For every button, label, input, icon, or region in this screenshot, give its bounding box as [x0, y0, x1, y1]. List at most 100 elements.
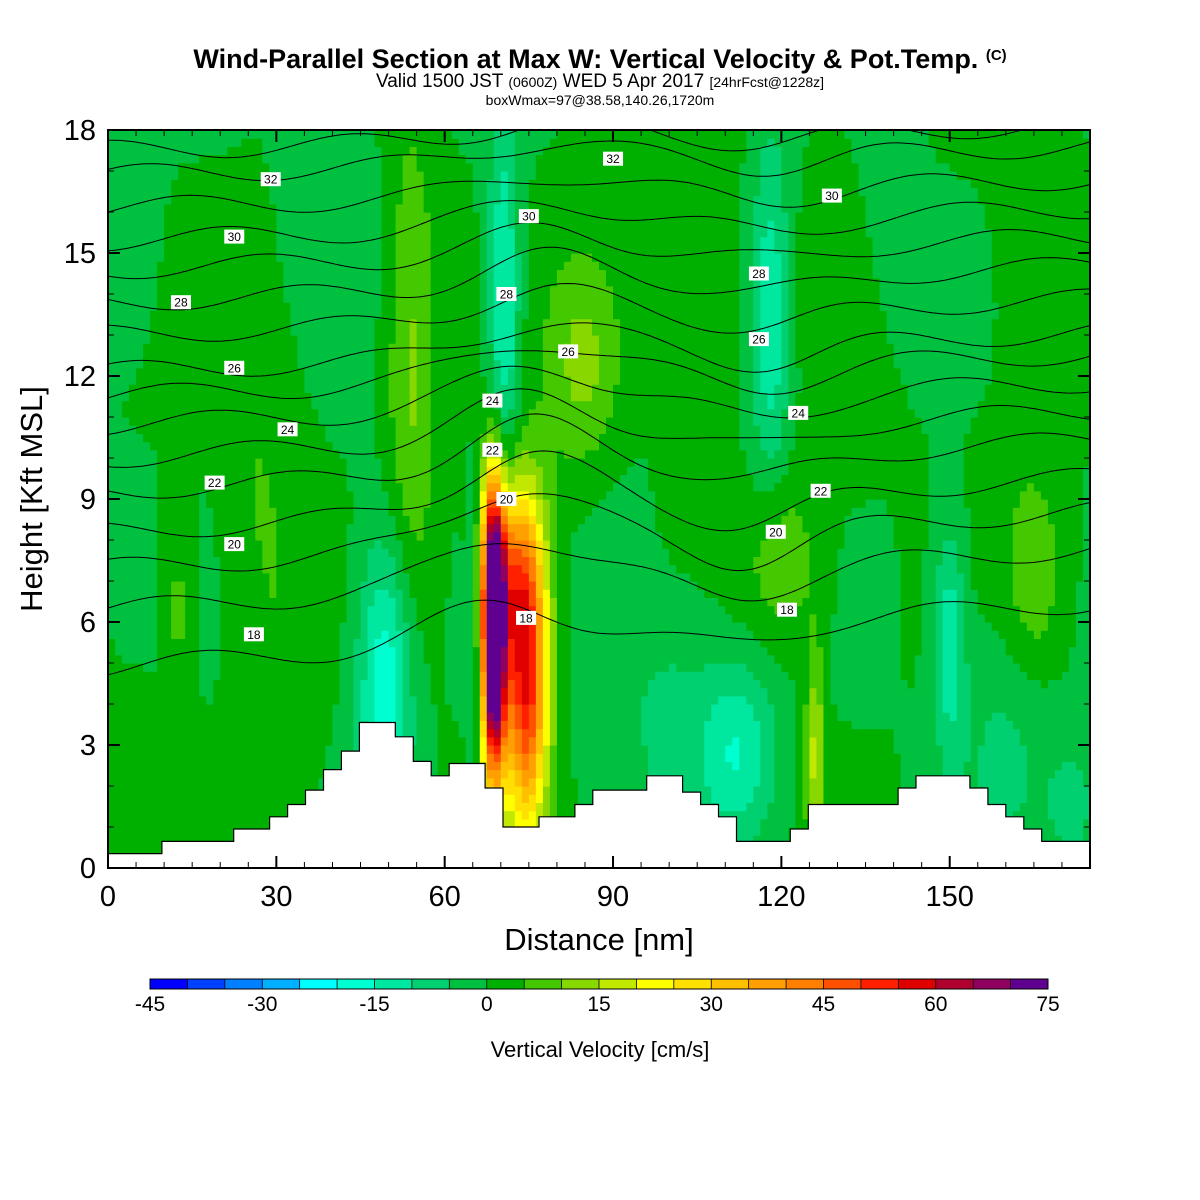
- w-cell: [311, 679, 320, 689]
- w-cell: [220, 154, 228, 164]
- w-cell: [108, 458, 116, 467]
- w-cell: [360, 294, 369, 303]
- w-cell: [332, 474, 341, 484]
- w-cell: [346, 736, 355, 746]
- w-cell: [241, 285, 249, 295]
- w-cell: [220, 277, 228, 287]
- w-cell: [220, 548, 228, 557]
- w-cell: [255, 425, 263, 434]
- w-cell: [192, 540, 200, 549]
- w-cell: [185, 515, 193, 525]
- w-cell: [318, 704, 327, 713]
- w-cell: [241, 679, 249, 689]
- w-cell: [185, 253, 193, 262]
- w-cell: [164, 531, 172, 541]
- w-cell: [346, 376, 355, 385]
- w-cell: [423, 671, 432, 680]
- w-cell: [227, 695, 235, 705]
- w-cell: [318, 523, 327, 533]
- w-cell: [339, 728, 348, 738]
- w-cell: [213, 589, 221, 598]
- w-cell: [248, 343, 256, 352]
- w-cell: [255, 449, 263, 459]
- w-cell: [206, 794, 214, 803]
- w-cell: [465, 441, 474, 451]
- w-cell: [346, 408, 355, 418]
- w-cell: [206, 835, 214, 844]
- w-cell: [262, 376, 270, 385]
- w-cell: [311, 203, 320, 213]
- w-cell: [143, 695, 151, 705]
- w-cell: [409, 638, 418, 648]
- w-cell: [458, 622, 467, 631]
- w-cell: [395, 244, 404, 254]
- w-cell: [423, 572, 432, 582]
- w-cell: [255, 605, 263, 615]
- w-cell: [269, 203, 277, 213]
- w-cell: [353, 277, 362, 287]
- w-cell: [136, 827, 144, 836]
- w-cell: [213, 810, 221, 820]
- w-cell: [108, 745, 116, 754]
- w-cell: [325, 646, 334, 656]
- w-cell: [297, 130, 305, 139]
- w-cell: [157, 466, 165, 475]
- w-cell: [451, 441, 460, 451]
- w-cell: [346, 556, 355, 566]
- w-cell: [213, 761, 221, 771]
- w-cell: [171, 605, 179, 615]
- w-cell: [486, 179, 495, 188]
- w-cell: [108, 679, 116, 689]
- w-cell: [458, 171, 467, 180]
- w-cell: [465, 646, 474, 656]
- w-cell: [227, 728, 235, 738]
- w-cell: [367, 146, 376, 156]
- w-cell: [318, 203, 327, 213]
- w-cell: [136, 581, 144, 590]
- w-cell: [108, 818, 116, 828]
- w-cell: [311, 466, 320, 475]
- w-cell: [150, 712, 158, 721]
- w-cell: [402, 581, 411, 590]
- w-cell: [409, 441, 418, 451]
- w-cell: [248, 704, 256, 713]
- w-cell: [178, 786, 186, 795]
- w-cell: [297, 458, 305, 467]
- w-cell: [178, 499, 186, 508]
- w-cell: [185, 384, 193, 393]
- w-cell: [262, 720, 270, 730]
- w-cell: [318, 195, 327, 205]
- w-cell: [430, 449, 439, 459]
- w-cell: [255, 310, 263, 320]
- w-cell: [157, 720, 165, 730]
- w-cell: [339, 335, 348, 344]
- w-cell: [402, 441, 411, 451]
- w-cell: [192, 203, 200, 213]
- w-cell: [192, 482, 200, 492]
- w-cell: [129, 507, 137, 516]
- w-cell: [262, 761, 270, 771]
- w-cell: [374, 638, 383, 648]
- w-cell: [234, 802, 242, 812]
- w-cell: [220, 203, 228, 213]
- w-cell: [157, 835, 165, 844]
- w-cell: [493, 712, 502, 721]
- w-cell: [374, 523, 383, 533]
- w-cell: [423, 515, 432, 525]
- w-cell: [290, 302, 298, 311]
- w-cell: [493, 622, 502, 631]
- w-cell: [367, 138, 376, 147]
- w-cell: [416, 376, 425, 385]
- w-cell: [248, 302, 256, 311]
- w-cell: [388, 187, 397, 197]
- w-cell: [227, 712, 235, 721]
- w-cell: [367, 171, 376, 180]
- w-cell: [164, 253, 172, 262]
- w-cell: [269, 228, 277, 238]
- w-cell: [304, 425, 313, 434]
- w-cell: [178, 835, 186, 844]
- w-cell: [108, 482, 116, 492]
- w-cell: [402, 294, 411, 303]
- w-cell: [157, 326, 165, 336]
- w-cell: [206, 392, 214, 402]
